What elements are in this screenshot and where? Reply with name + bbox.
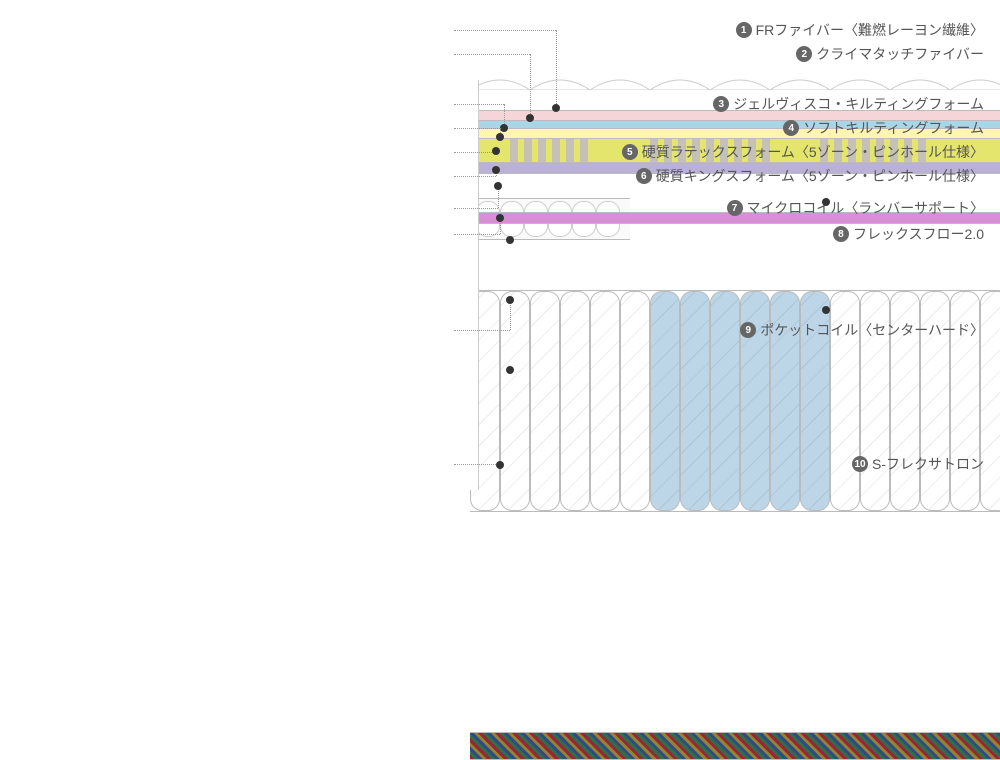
label-text: クライマタッチファイバー [816,46,984,62]
marker-3 [500,124,508,132]
pocket-coil [560,291,590,511]
leader-v-2 [530,54,531,118]
label-badge: 9 [740,322,756,338]
leader-4 [454,128,500,129]
label-4: 4ソフトキルティングフォーム [783,118,984,138]
leader-v-1 [556,30,557,108]
marker-7 [494,182,502,190]
label-5: 5硬質ラテックスフォーム〈5ゾーン・ピンホール仕様〉 [622,142,984,162]
label-badge: 2 [796,46,812,62]
label-badge: 3 [713,96,729,112]
cutaway-sidewall [470,80,479,490]
marker-10 [496,461,504,469]
label-text: ポケットコイル〈センターハード〉 [760,322,984,338]
marker-2 [526,114,534,122]
label-badge: 1 [736,22,752,38]
pocket-coil-center [680,291,710,511]
leader-6 [454,176,496,177]
label-1: 1FRファイバー〈難燃レーヨン繊維〉 [736,20,984,40]
pocket-coil [590,291,620,511]
leader-2 [454,54,530,55]
marker-extra-1 [822,306,830,314]
label-badge: 10 [852,456,868,472]
leader-9 [454,330,510,331]
label-text: マイクロコイル〈ランバーサポート〉 [747,200,984,216]
label-text: フレックスフロー2.0 [853,226,984,242]
label-7: 7マイクロコイル〈ランバーサポート〉 [727,198,984,218]
label-badge: 4 [783,120,799,136]
label-text: 硬質ラテックスフォーム〈5ゾーン・ピンホール仕様〉 [642,144,984,160]
label-6: 6硬質キングスフォーム〈5ゾーン・ピンホール仕様〉 [636,166,984,186]
marker-5 [492,147,500,155]
marker-8 [496,214,504,222]
pocket-coil-center [650,291,680,511]
label-badge: 7 [727,200,743,216]
leader-7 [454,208,498,209]
pocket-coil [530,291,560,511]
label-text: ジェルヴィスコ・キルティングフォーム [733,96,984,112]
leader-3 [454,104,504,105]
label-2: 2クライマタッチファイバー [796,44,984,64]
pocket-coil-center [710,291,740,511]
label-text: FRファイバー〈難燃レーヨン繊維〉 [756,22,984,38]
marker-extra-3 [506,236,514,244]
pocket-coil [500,291,530,511]
pocket-coil [620,291,650,511]
layer-10 [470,732,1000,760]
leader-8 [454,234,500,235]
leader-10 [454,464,500,465]
leader-1 [454,30,556,31]
marker-6 [492,166,500,174]
label-text: 硬質キングスフォーム〈5ゾーン・ピンホール仕様〉 [656,168,984,184]
label-text: ソフトキルティングフォーム [803,120,984,136]
marker-4 [496,133,504,141]
marker-1 [552,104,560,112]
label-8: 8フレックスフロー2.0 [833,224,984,244]
label-10: 10S-フレクサトロン [852,454,984,474]
label-badge: 6 [636,168,652,184]
label-9: 9ポケットコイル〈センターハード〉 [740,320,984,340]
marker-9 [506,296,514,304]
label-text: S-フレクサトロン [872,456,984,472]
marker-extra-2 [506,366,514,374]
leader-5 [454,152,496,153]
leader-v-9 [510,300,511,330]
marker-extra-0 [822,198,830,206]
label-badge: 5 [622,144,638,160]
label-3: 3ジェルヴィスコ・キルティングフォーム [713,94,984,114]
label-badge: 8 [833,226,849,242]
